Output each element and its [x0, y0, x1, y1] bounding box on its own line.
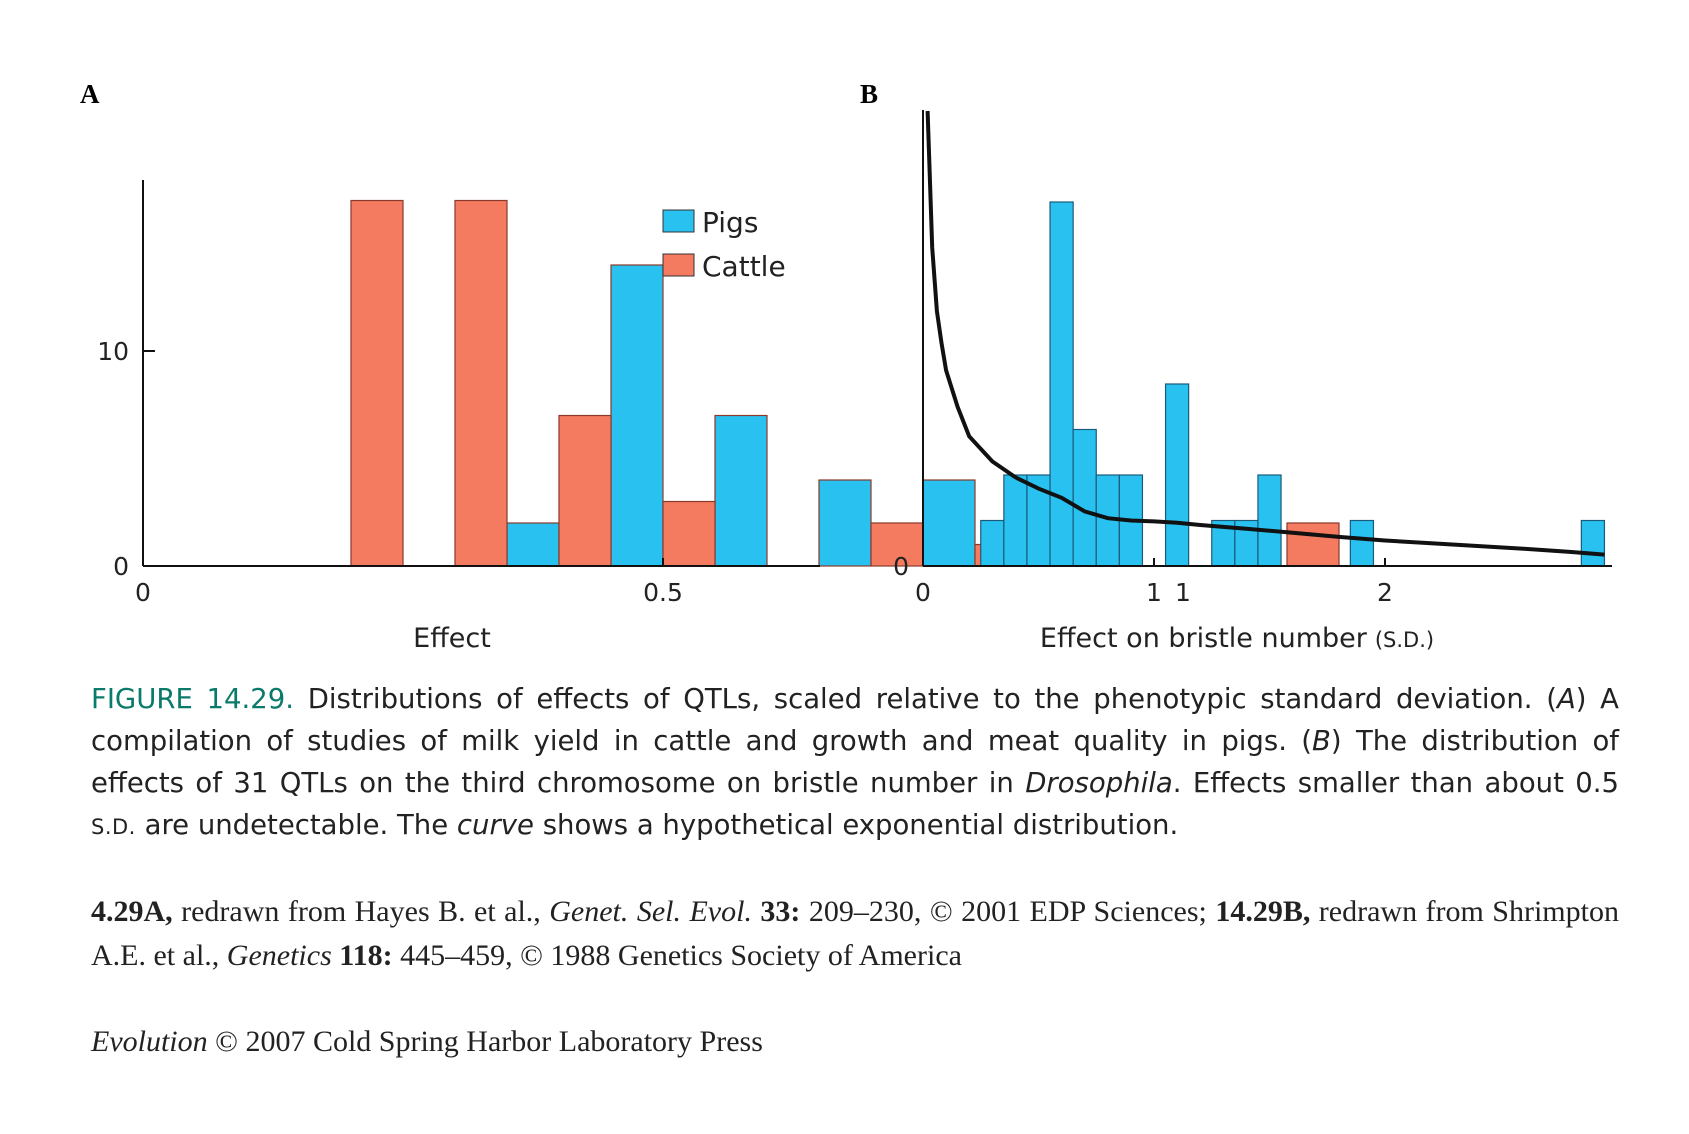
caption-sd: S.D. — [91, 815, 136, 839]
a-x-tick-label-0: 0 — [135, 578, 151, 607]
bar-bristle-12 — [1580, 519, 1606, 567]
credit-a-text: redrawn from Hayes B. et al., — [172, 895, 550, 928]
credit-a-vol: 33: — [751, 895, 801, 928]
legend-swatch-pigs — [662, 209, 695, 233]
credit-a-rest: 209–230, © 2001 EDP Sciences; — [800, 895, 1216, 928]
caption-a-letter: A — [1556, 683, 1576, 715]
panel-a-x-axis-label: Effect — [413, 623, 491, 654]
credit-b-rest: 445–459, © 1988 Genetics Society of Amer… — [392, 939, 962, 972]
caption-figure-label: FIGURE 14.29. — [91, 683, 295, 715]
caption-text-2: ) A compilation of studies of milk yield… — [91, 683, 1619, 757]
panel-b-chart: 0 1 2 0 Effect on bristle number (S.D.) — [893, 110, 1612, 654]
panel-b-ticks: 0 1 2 0 — [893, 552, 1393, 607]
b-x-tick-label-2: 2 — [1377, 578, 1393, 607]
bar-pigs-2 — [714, 414, 768, 567]
bar-bristle-1 — [1003, 474, 1028, 567]
bar-bristle-10 — [1257, 474, 1282, 567]
bar-bristle-11 — [1349, 519, 1375, 567]
legend-swatch-cattle — [662, 253, 695, 277]
panel-b-x-axis-label-main: Effect on bristle number — [1040, 623, 1368, 654]
credit-b-text: redrawn from Shrimpton A.E. et al., — [91, 895, 1619, 972]
bar-bristle-3 — [1049, 201, 1074, 567]
caption-genus: Drosophila — [1025, 767, 1173, 799]
caption-text-3: ) The distribution of effects of 31 QTLs… — [91, 725, 1619, 799]
bar-pigs-1 — [610, 264, 664, 567]
a-y-tick-label-1: 10 — [97, 337, 129, 366]
caption-text-6: shows a hypothetical exponential distrib… — [533, 809, 1179, 841]
panel-b-letter: B — [860, 79, 878, 109]
bar-bristle-4 — [1072, 428, 1097, 567]
a-x-tick-label-1: 0.5 — [643, 578, 683, 607]
book-rest: © 2007 Cold Spring Harbor Laboratory Pre… — [207, 1025, 763, 1058]
book-credit: Evolution © 2007 Cold Spring Harbor Labo… — [91, 1025, 763, 1059]
panel-a-legend: Pigs Cattle — [662, 206, 786, 283]
panel-b-x-axis-label: Effect on bristle number (S.D.) — [1040, 623, 1434, 654]
caption-text-4: . Effects smaller than about 0.5 — [1172, 767, 1619, 799]
caption-b-letter: B — [1312, 725, 1331, 757]
book-title: Evolution — [91, 1025, 208, 1058]
credit-a-journal: Genet. Sel. Evol. — [549, 895, 752, 928]
b-x-tick-label-0: 0 — [915, 578, 931, 607]
figure-caption: FIGURE 14.29. Distributions of effects o… — [91, 678, 1619, 848]
bar-cattle-4 — [870, 522, 924, 567]
credit-a-ref: 4.29A, — [91, 895, 173, 928]
credit-b-journal: Genetics — [226, 939, 332, 972]
a-x-tick-label-2: 1 — [1175, 578, 1191, 607]
panel-a-letter: A — [80, 79, 100, 109]
a-y-tick-label-0: 0 — [113, 552, 129, 581]
b-y-tick-label-0: 0 — [893, 552, 909, 581]
credit-b-vol: 118: — [331, 939, 393, 972]
legend-label-pigs: Pigs — [702, 206, 758, 239]
panel-b-x-axis-label-unit: (S.D.) — [1375, 628, 1434, 652]
bar-pigs-3 — [818, 479, 872, 567]
credit-b-ref: 14.29B, — [1215, 895, 1311, 928]
panel-b-exponential-curve — [925, 110, 1605, 557]
caption-text-1: Distributions of effects of QTLs, scaled… — [294, 683, 1557, 715]
bar-bristle-7 — [1164, 383, 1190, 567]
bar-bristle-0 — [980, 519, 1005, 567]
b-x-tick-label-1: 1 — [1146, 578, 1162, 607]
bar-cattle-0 — [350, 199, 404, 567]
bar-cattle-2 — [558, 414, 612, 567]
caption-text-5: are undetectable. The — [135, 809, 457, 841]
caption-curve-word: curve — [456, 809, 534, 841]
bar-cattle-1 — [454, 199, 508, 567]
bar-pigs-0 — [506, 522, 560, 567]
panel-b-bars — [980, 201, 1606, 567]
bar-pigs-4 — [922, 479, 976, 567]
bar-cattle-3 — [662, 500, 716, 567]
bar-cattle-7 — [1286, 522, 1340, 567]
panel-a-bars — [350, 199, 1340, 567]
figure-credit: 4.29A, redrawn from Hayes B. et al., Gen… — [91, 890, 1619, 978]
legend-label-cattle: Cattle — [702, 250, 786, 283]
